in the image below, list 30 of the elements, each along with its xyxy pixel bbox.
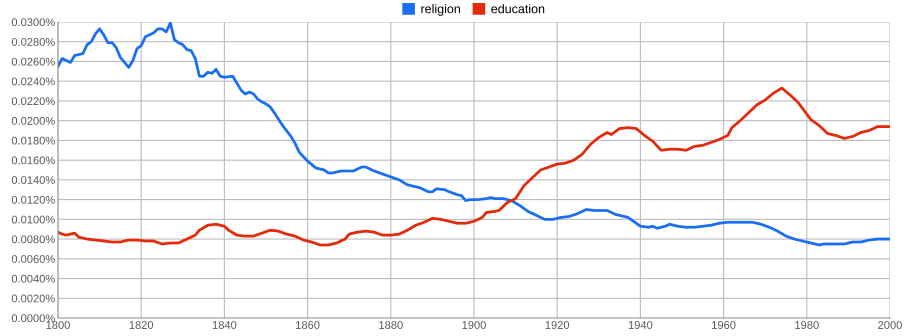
y-tick-label: 0.0240% [12, 77, 55, 86]
x-tick-label: 1940 [628, 321, 652, 329]
x-tick-label: 1800 [46, 321, 70, 329]
y-tick-label: 0.0200% [12, 116, 55, 125]
line-series [58, 86, 890, 246]
y-tick-label: 0.0260% [12, 58, 55, 66]
y-tick-label: 0.0040% [12, 274, 55, 283]
x-tick-label: 1900 [462, 321, 486, 329]
x-tick-label: 1880 [379, 321, 403, 329]
x-tick-label: 1860 [296, 321, 320, 329]
x-tick-label: 2000 [878, 321, 902, 329]
y-tick-label: 0.0280% [12, 38, 55, 46]
x-tick-label: 1840 [212, 321, 236, 329]
y-tick-label: 0.0120% [12, 196, 55, 204]
y-tick-label: 0.0060% [12, 255, 55, 263]
x-tick-label: 1920 [546, 321, 570, 329]
legend-label: religion [421, 4, 460, 16]
y-tick-label: 0.0100% [12, 216, 55, 224]
legend-label: education [491, 4, 544, 14]
y-tick-label: 0.0080% [12, 235, 55, 244]
y-tick-label: 0.0180% [12, 136, 55, 145]
y-tick-label: 0.0000% [12, 314, 55, 322]
x-tick-label: 1820 [130, 321, 154, 329]
x-tick-label: 1980 [795, 321, 819, 329]
y-tick-label: 0.0220% [12, 97, 55, 106]
y-tick-label: 0.0160% [12, 156, 55, 164]
y-tick-label: 0.0140% [12, 176, 55, 184]
x-tick-label: 1960 [712, 321, 736, 329]
y-tick-label: 0.0020% [12, 294, 55, 302]
y-tick-label: 0.0300% [12, 18, 55, 26]
